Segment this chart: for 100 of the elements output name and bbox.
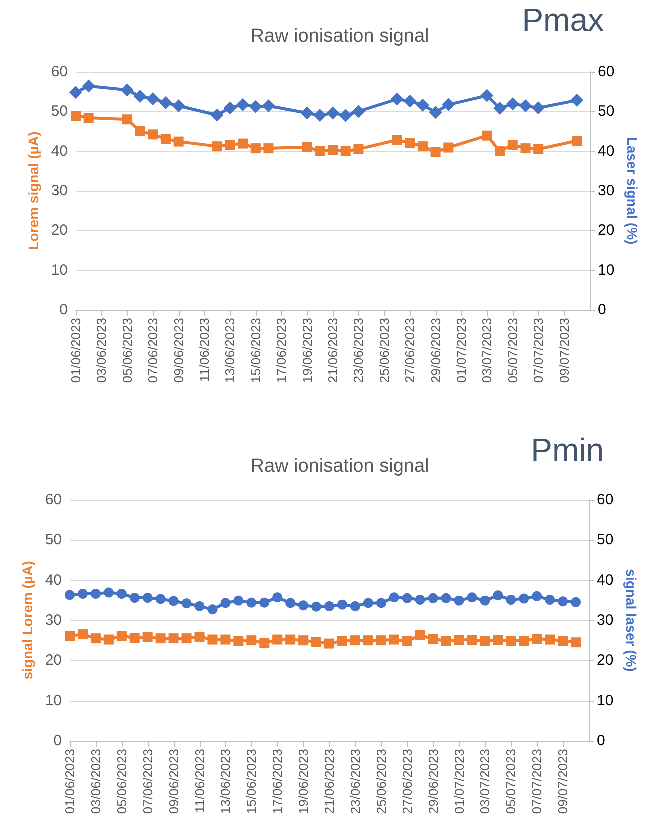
y2-tick-label: 0 — [597, 732, 606, 750]
y-tick-label: 50 — [45, 532, 62, 549]
y-axis-title: Lorem signal (µA) — [25, 132, 42, 250]
point — [376, 636, 386, 646]
point — [572, 136, 582, 146]
point — [116, 588, 127, 599]
x-tick-label: 05/07/2023 — [504, 749, 519, 814]
point — [224, 102, 237, 115]
point — [249, 100, 262, 114]
point — [298, 636, 309, 646]
x-tick-label: 29/06/2023 — [426, 749, 441, 814]
x-tick-label: 19/06/2023 — [296, 749, 312, 814]
point — [194, 601, 205, 612]
point — [194, 632, 205, 642]
x-tick-label: 21/06/2023 — [322, 749, 337, 814]
point — [415, 595, 426, 606]
point — [519, 636, 530, 646]
y2-tick-label: 30 — [598, 182, 615, 200]
y2-axis-title: Laser signal (%) — [624, 137, 641, 245]
point — [65, 631, 75, 642]
point — [506, 595, 516, 606]
point — [467, 635, 478, 646]
point — [168, 634, 179, 644]
point — [494, 102, 507, 115]
point — [404, 94, 417, 108]
x-tick-label: 01/06/2023 — [68, 318, 84, 384]
y2-tick-label: 50 — [598, 103, 615, 120]
y-tick-label: 20 — [51, 222, 68, 240]
point — [122, 114, 132, 125]
point — [532, 634, 542, 644]
y2-tick-label: 10 — [598, 262, 615, 279]
point — [428, 634, 438, 644]
y-tick-label: 60 — [51, 64, 68, 80]
x-tick-label: 07/06/2023 — [146, 318, 161, 384]
x-tick-label: 27/06/2023 — [402, 318, 418, 384]
point — [480, 89, 494, 102]
point — [444, 142, 454, 153]
point — [148, 130, 158, 140]
x-tick-label: 11/06/2023 — [197, 318, 212, 382]
point — [182, 598, 192, 609]
x-tick-label: 09/07/2023 — [556, 318, 572, 384]
x-tick-label: 29/06/2023 — [428, 318, 444, 384]
point — [545, 595, 556, 606]
y-tick-label: 10 — [45, 692, 62, 710]
point — [532, 102, 546, 115]
y2-tick-label: 10 — [597, 692, 614, 710]
x-tick-label: 13/06/2023 — [222, 318, 238, 384]
point — [430, 147, 441, 158]
point — [506, 636, 516, 646]
point — [135, 126, 146, 136]
y-tick-label: 20 — [45, 652, 62, 670]
x-tick-label: 09/07/2023 — [556, 749, 571, 814]
point — [130, 633, 140, 644]
x-tick-label: 25/06/2023 — [374, 749, 389, 814]
text: Pmin — [531, 432, 604, 468]
point — [350, 601, 360, 612]
point — [495, 146, 506, 156]
point — [272, 634, 283, 645]
point — [363, 636, 374, 646]
point — [220, 634, 231, 645]
point — [467, 592, 478, 603]
point — [78, 588, 88, 599]
point — [337, 636, 348, 646]
point — [250, 144, 261, 154]
point — [480, 636, 490, 646]
point — [418, 142, 428, 152]
x-tick-label: 03/07/2023 — [480, 318, 495, 384]
point — [225, 140, 236, 150]
point — [312, 602, 322, 612]
point — [405, 138, 416, 148]
point — [134, 90, 147, 104]
point — [402, 593, 412, 604]
y-tick-label: 30 — [51, 182, 68, 200]
point — [142, 593, 153, 604]
point — [350, 636, 360, 646]
point — [238, 138, 248, 149]
x-tick-label: 03/07/2023 — [478, 749, 493, 814]
x-tick-label: 07/07/2023 — [531, 318, 546, 384]
point — [104, 634, 114, 645]
point — [402, 636, 412, 646]
point — [441, 636, 452, 646]
x-tick-label: 03/06/2023 — [94, 318, 110, 384]
point — [482, 130, 492, 141]
x-tick-label: 21/06/2023 — [326, 318, 340, 384]
point — [532, 591, 542, 602]
x-tick-label: 15/06/2023 — [248, 318, 264, 384]
point — [130, 593, 140, 604]
x-tick-label: 19/06/2023 — [300, 318, 315, 384]
x-tick-label: 23/06/2023 — [348, 749, 363, 814]
x-tick-label: 27/06/2023 — [400, 749, 415, 814]
point — [246, 636, 257, 646]
point — [428, 593, 438, 604]
point — [340, 146, 351, 156]
y2-tick-label: 20 — [597, 652, 614, 670]
point — [234, 636, 244, 646]
point — [339, 109, 352, 122]
y-tick-label: 60 — [45, 492, 62, 508]
point — [570, 94, 584, 108]
point — [337, 600, 348, 610]
point — [104, 588, 114, 598]
